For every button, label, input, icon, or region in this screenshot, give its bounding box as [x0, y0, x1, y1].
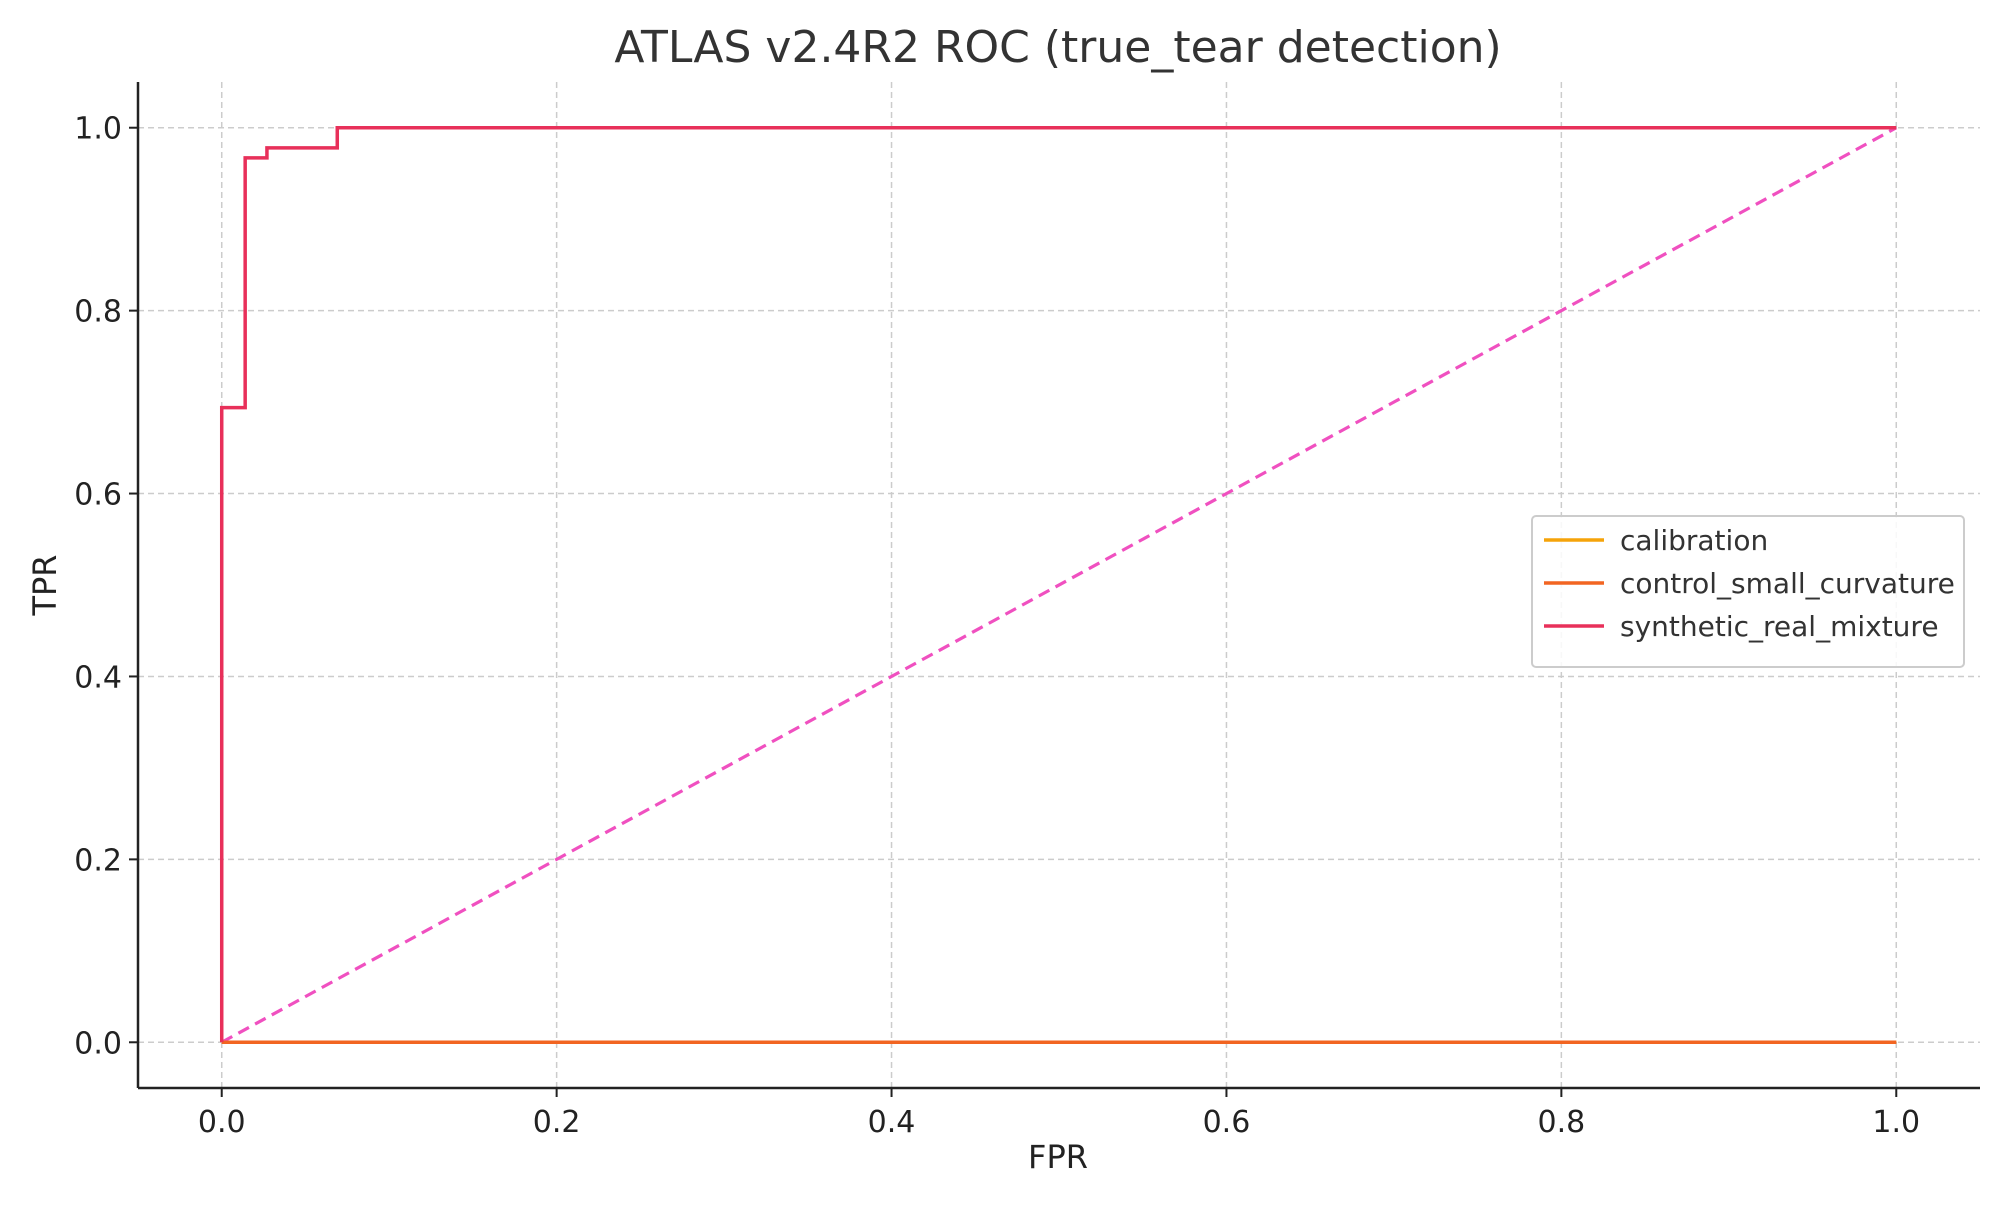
y-tick-label: 0.0 — [74, 1026, 122, 1061]
y-tick-label: 0.6 — [74, 478, 122, 513]
y-tick-label: 0.8 — [74, 295, 122, 330]
x-tick-label: 0.0 — [198, 1105, 246, 1140]
legend-label: synthetic_real_mixture — [1620, 610, 1939, 643]
series-line-synthetic-real-mixture — [219, 125, 1897, 1043]
x-axis-label: FPR — [1028, 1138, 1088, 1176]
legend-label: calibration — [1620, 524, 1768, 557]
x-tick-label: 0.4 — [868, 1105, 916, 1140]
ticks-layer: 0.0 0.2 0.4 0.6 0.8 1.0 0.0 0.2 0.4 0.6 0.8 1.0 — [74, 112, 1920, 1140]
y-tick-label: 0.4 — [74, 660, 122, 695]
legend-label: control_small_curvature — [1620, 567, 1955, 600]
x-tick-label: 1.0 — [1872, 1105, 1920, 1140]
x-tick-label: 0.8 — [1538, 1105, 1586, 1140]
y-axis-label: TPR — [26, 554, 64, 616]
series-layer — [219, 125, 1898, 1045]
y-tick-label: 1.0 — [74, 112, 122, 147]
x-tick-label: 0.2 — [533, 1105, 581, 1140]
legend-box — [1531, 515, 1965, 668]
y-tick-label: 0.2 — [74, 843, 122, 878]
chart-title: ATLAS v2.4R2 ROC (true_tear detection) — [614, 22, 1501, 73]
legend: calibration control_small_curvaturesynthe… — [1531, 515, 1965, 668]
x-tick-label: 0.6 — [1203, 1105, 1251, 1140]
chance-diagonal-line — [220, 126, 1898, 1044]
axes-layer — [136, 82, 1980, 1090]
